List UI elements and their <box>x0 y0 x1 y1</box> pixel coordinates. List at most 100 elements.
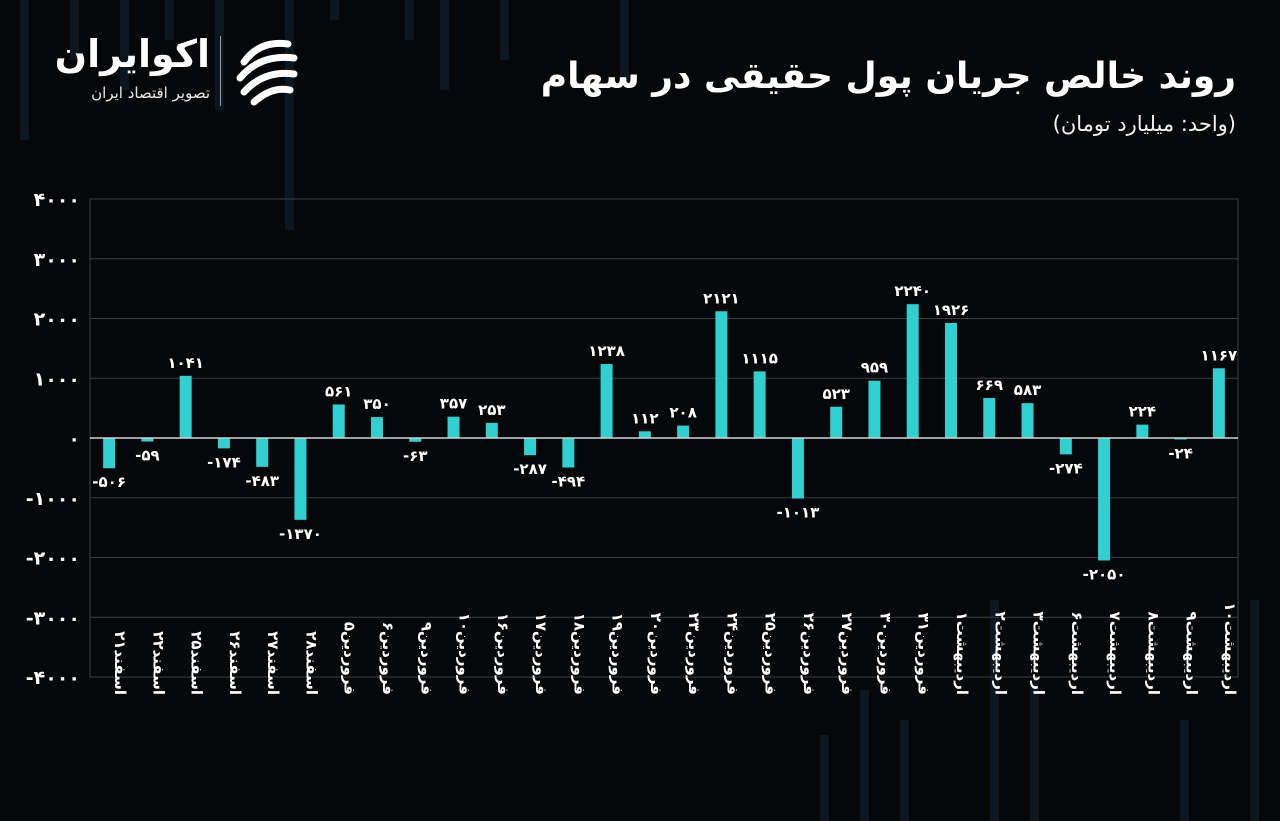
value-label: ۱۱۱۵ <box>741 349 778 367</box>
value-label: ۱۱۲ <box>631 409 658 427</box>
bar <box>868 380 881 438</box>
x-tick-label: اسفند۲۲ <box>149 631 167 695</box>
value-label: -۱۷۴ <box>207 453 241 471</box>
bar <box>983 398 996 438</box>
x-tick-label: فروردین۱۹ <box>609 613 627 695</box>
logo-mark-icon <box>236 39 298 106</box>
bar <box>1021 403 1034 438</box>
bar <box>256 438 269 467</box>
value-label: -۵۹ <box>135 447 160 465</box>
chart-subtitle: (واحد: میلیارد تومان) <box>1052 112 1236 136</box>
x-tick-label: اردیبهشت۳ <box>1030 612 1048 695</box>
decorative-candle <box>1180 720 1189 821</box>
value-label: -۵۰۶ <box>92 473 126 491</box>
bar <box>677 425 690 438</box>
y-tick-label: -۱۰۰۰ <box>26 488 80 510</box>
bar <box>830 406 843 438</box>
x-tick-label: اردیبهشت۸ <box>1144 612 1162 695</box>
value-label: ۵۲۳ <box>822 385 849 403</box>
bar <box>1136 424 1149 438</box>
decorative-candle <box>500 0 509 60</box>
decorative-candle <box>860 690 869 821</box>
x-tick-label: فروردین۶ <box>379 622 397 695</box>
y-tick-label: ۰ <box>68 428 80 450</box>
y-tick-label: ۱۰۰۰ <box>34 368 80 390</box>
value-label: ۳۵۰ <box>363 395 390 413</box>
y-tick-label: -۴۰۰۰ <box>26 667 80 689</box>
x-tick-label: فروردین۵ <box>341 622 359 695</box>
logo-tagline: تصویر اقتصاد ایران <box>91 84 210 102</box>
decorative-candle <box>440 0 449 90</box>
value-label: ۱۹۲۶ <box>933 301 970 319</box>
value-label: -۲۷۴ <box>1049 459 1083 477</box>
x-tick-label: اردیبهشت۶ <box>1068 612 1086 695</box>
value-label: -۶۳ <box>403 447 428 465</box>
value-label: ۹۵۹ <box>861 359 888 377</box>
bar <box>103 438 116 469</box>
bar <box>753 371 766 438</box>
decorative-candle <box>20 0 29 140</box>
decorative-candle <box>120 0 129 90</box>
x-tick-label: اسفند۲۷ <box>264 631 282 695</box>
x-tick-label: فروردین۱۶ <box>494 613 512 695</box>
x-tick-label: فروردین۲۷ <box>838 613 856 695</box>
value-label: ۶۶۹ <box>976 376 1003 394</box>
logo-name: اکوایران <box>54 32 210 76</box>
x-tick-label: فروردین۱۸ <box>570 613 588 695</box>
value-label: ۵۶۱ <box>325 382 352 400</box>
decorative-candle <box>330 0 339 20</box>
decorative-candle <box>1030 680 1039 821</box>
bar <box>945 322 957 438</box>
value-label: -۴۹۴ <box>551 473 585 491</box>
value-label: -۲۰۵۰ <box>1083 565 1126 583</box>
bar <box>1059 438 1072 455</box>
x-tick-label: اسفند۲۵ <box>188 631 206 695</box>
decorative-candle <box>1250 600 1259 821</box>
value-label: ۲۰۸ <box>669 404 696 422</box>
y-tick-label: -۳۰۰۰ <box>26 607 80 629</box>
bar <box>217 438 230 449</box>
bar <box>524 438 537 456</box>
x-tick-label: اردیبهشت۱۰ <box>1221 602 1239 695</box>
value-label: ۲۱۲۱ <box>703 289 740 307</box>
value-label: ۲۲۴۰ <box>894 282 931 300</box>
value-label: -۱۳۷۰ <box>279 525 322 543</box>
bar <box>638 431 651 438</box>
bar <box>371 417 383 438</box>
value-label: ۳۵۷ <box>440 395 467 413</box>
value-label: ۵۸۳ <box>1014 381 1041 399</box>
x-tick-label: فروردین۱۷ <box>532 613 550 695</box>
logo-divider <box>220 36 221 106</box>
x-tick-label: اردیبهشت۷ <box>1106 612 1124 695</box>
decorative-candle <box>165 0 174 40</box>
value-label: ۱۰۴۱ <box>167 354 204 372</box>
value-label: -۲۴ <box>1168 444 1193 462</box>
chart-title: روند خالص جریان پول حقیقی در سهام <box>540 56 1236 97</box>
decorative-candle <box>820 735 829 821</box>
bar <box>600 364 613 438</box>
value-label: -۴۸۳ <box>245 472 279 490</box>
y-tick-label: ۲۰۰۰ <box>34 309 80 331</box>
x-tick-label: فروردین۲۰ <box>647 613 665 695</box>
bar <box>179 375 192 438</box>
value-label: ۲۵۳ <box>478 401 505 419</box>
y-tick-label: -۲۰۰۰ <box>26 548 80 570</box>
decorative-candle <box>285 0 294 230</box>
decorative-candle <box>215 0 224 110</box>
value-label: -۱۰۱۳ <box>777 504 820 522</box>
y-tick-label: ۳۰۰۰ <box>34 249 80 271</box>
bar <box>715 311 728 438</box>
x-tick-label: فروردین۹ <box>417 622 435 695</box>
x-tick-label: فروردین۲۴ <box>723 613 741 695</box>
decorative-candle <box>900 720 909 821</box>
bar <box>562 438 575 468</box>
x-tick-label: فروردین۲۶ <box>800 613 818 695</box>
decorative-candle <box>990 600 999 821</box>
bar <box>1098 438 1111 561</box>
x-tick-label: اردیبهشت۲ <box>991 612 1009 695</box>
y-tick-label: ۴۰۰۰ <box>34 189 80 211</box>
x-tick-label: فروردین۳۰ <box>876 613 894 695</box>
decorative-candle <box>620 0 629 80</box>
